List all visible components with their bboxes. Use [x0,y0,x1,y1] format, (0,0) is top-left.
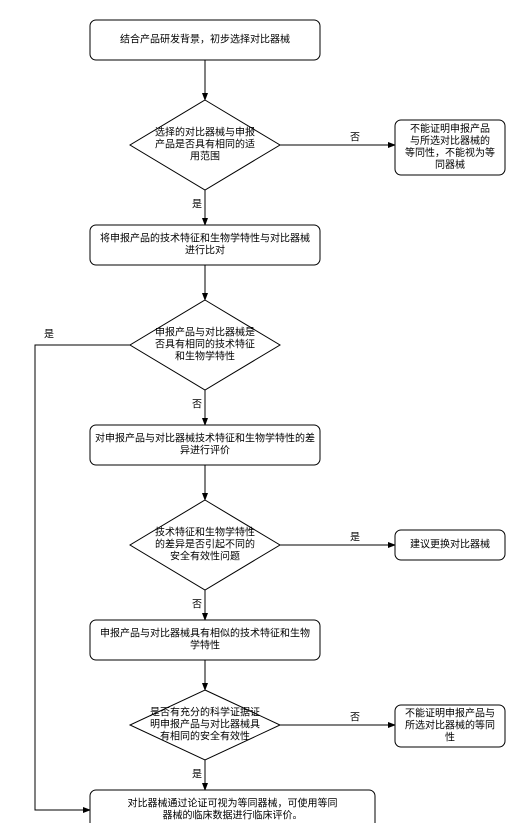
node-r4-text-line: 不能证明申报产品与 [405,707,495,720]
node-d3: 技术特征和生物学特性的差异是否引起不同的安全有效性问题 [130,500,280,590]
node-d2-text-line: 申报产品与对比器械是 [155,326,255,339]
node-n4: 申报产品与对比器械具有相似的技术特征和生物学特性 [90,620,320,660]
node-r1-text-line: 不能证明申报产品 [410,122,490,135]
node-d4: 是否有充分的科学证据证明申报产品与对比器械具有相同的安全有效性 [130,690,280,760]
edge-label-d3-n4: 否 [192,599,202,611]
node-d3-text-line: 技术特征和生物学特性 [155,526,255,539]
node-n2-text-line: 将申报产品的技术特征和生物学特性与对比器械 [100,232,310,245]
node-r1-text-line: 同器械 [435,158,465,171]
flowchart-canvas: 结合产品研发背景，初步选择对比器械选择的对比器械与申报产品是否具有相同的适用范围… [0,0,528,823]
node-d4-text-line: 有相同的安全有效性 [160,730,250,743]
node-r4-text-line: 所选对比器械的等同 [405,719,495,732]
node-d1-text-line: 选择的对比器械与申报 [155,126,255,139]
node-n5: 对比器械通过论证可视为等同器械，可使用等同器械的临床数据进行临床评价。 [90,790,375,823]
edge-label-d1-r1: 否 [350,132,360,144]
edge-label-d1-n2: 是 [192,199,202,211]
node-d1: 选择的对比器械与申报产品是否具有相同的适用范围 [130,100,280,190]
node-n3-text-line: 异进行评价 [180,444,230,457]
node-r4: 不能证明申报产品与所选对比器械的等同性 [395,705,505,747]
node-n2-text-line: 进行比对 [185,244,225,257]
node-d1-text-line: 用范围 [190,150,220,163]
node-d4-text-line: 明申报产品与对比器械具 [150,718,260,731]
node-n2: 将申报产品的技术特征和生物学特性与对比器械进行比对 [90,225,320,265]
edge-label-d2-n3: 否 [192,399,202,411]
edge-label-d3-r3: 是 [350,532,360,544]
node-d2: 申报产品与对比器械是否具有相同的技术特征和生物学特性 [130,300,280,390]
node-r1-text-line: 与所选对比器械的 [410,134,490,147]
node-d3-text-line: 的差异是否引起不同的 [155,538,255,551]
node-n5-text-line: 器械的临床数据进行临床评价。 [163,809,303,822]
node-n3: 对申报产品与对比器械技术特征和生物学特性的差异进行评价 [90,425,320,465]
node-n5-text-line: 对比器械通过论证可视为等同器械，可使用等同 [128,797,338,810]
node-r3-text-line: 建议更换对比器械 [410,538,490,551]
node-n4-text-line: 学特性 [190,639,220,652]
node-d3-text-line: 安全有效性问题 [170,550,240,563]
node-r1-text-line: 等同性，不能视为等 [405,146,495,159]
edge-label-d4-n5: 是 [192,769,202,781]
node-d2-text-line: 和生物学特性 [175,350,235,363]
node-d4-text-line: 是否有充分的科学证据证 [150,706,260,719]
edge-label-d2-n5: 是 [44,329,54,341]
node-n1-text-line: 结合产品研发背景，初步选择对比器械 [120,33,290,46]
node-n4-text-line: 申报产品与对比器械具有相似的技术特征和生物 [100,627,310,640]
node-r1: 不能证明申报产品与所选对比器械的等同性，不能视为等同器械 [395,120,505,175]
node-d1-text-line: 产品是否具有相同的适 [155,138,255,151]
node-d2-text-line: 否具有相同的技术特征 [155,338,255,351]
node-n1: 结合产品研发背景，初步选择对比器械 [90,20,320,60]
node-r3: 建议更换对比器械 [395,530,505,560]
edge-d2-n5 [35,345,130,810]
edge-label-d4-r4: 否 [350,712,360,724]
node-r4-text-line: 性 [445,731,455,744]
node-n3-text-line: 对申报产品与对比器械技术特征和生物学特性的差 [95,432,315,445]
